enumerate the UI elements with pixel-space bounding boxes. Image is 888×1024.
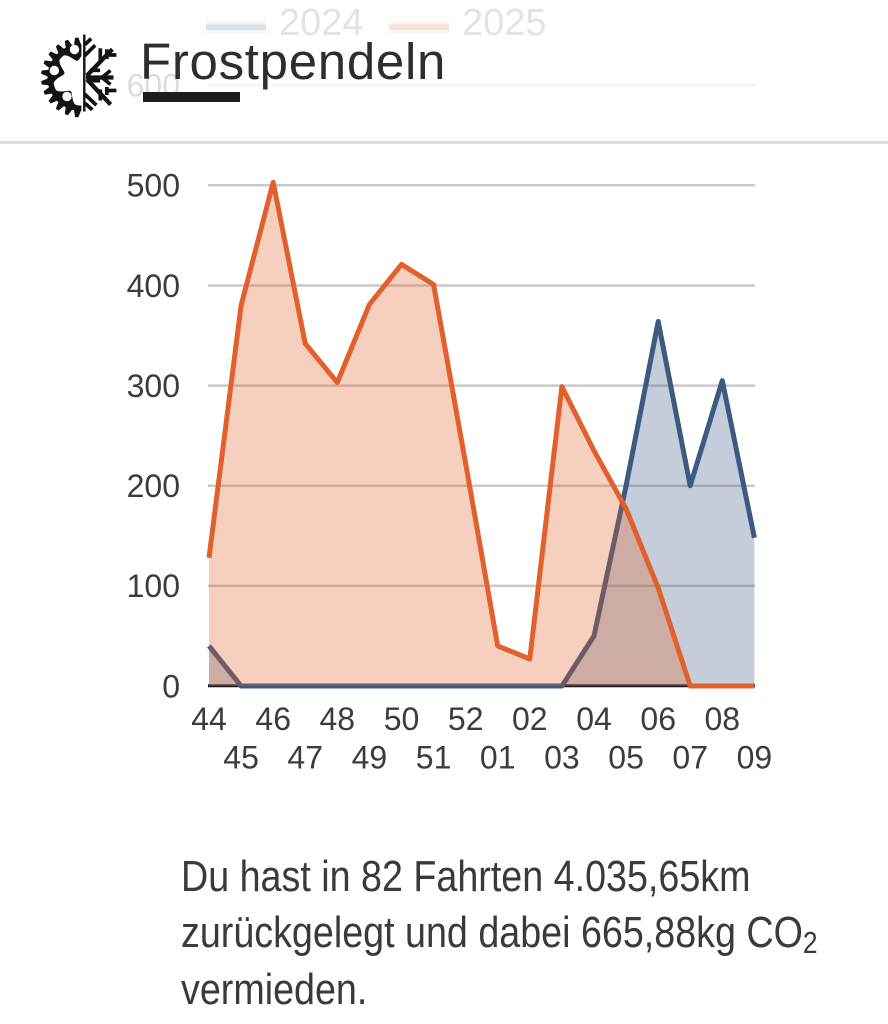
svg-text:05: 05 <box>608 740 644 776</box>
svg-text:44: 44 <box>191 701 227 737</box>
svg-text:47: 47 <box>287 740 323 776</box>
svg-text:01: 01 <box>480 740 516 776</box>
svg-text:50: 50 <box>384 701 420 737</box>
svg-text:04: 04 <box>576 701 612 737</box>
svg-text:45: 45 <box>223 740 259 776</box>
svg-text:0: 0 <box>162 668 180 704</box>
svg-text:08: 08 <box>705 701 741 737</box>
svg-text:48: 48 <box>320 701 356 737</box>
svg-text:06: 06 <box>640 701 676 737</box>
svg-text:400: 400 <box>127 268 180 304</box>
svg-text:52: 52 <box>448 701 484 737</box>
svg-text:51: 51 <box>416 740 452 776</box>
svg-text:03: 03 <box>544 740 580 776</box>
svg-text:09: 09 <box>737 740 773 776</box>
svg-text:500: 500 <box>127 168 180 204</box>
svg-text:100: 100 <box>127 568 180 604</box>
svg-text:200: 200 <box>127 468 180 504</box>
svg-text:02: 02 <box>512 701 548 737</box>
svg-text:49: 49 <box>352 740 388 776</box>
svg-text:46: 46 <box>255 701 291 737</box>
svg-text:07: 07 <box>672 740 708 776</box>
svg-text:300: 300 <box>127 368 180 404</box>
